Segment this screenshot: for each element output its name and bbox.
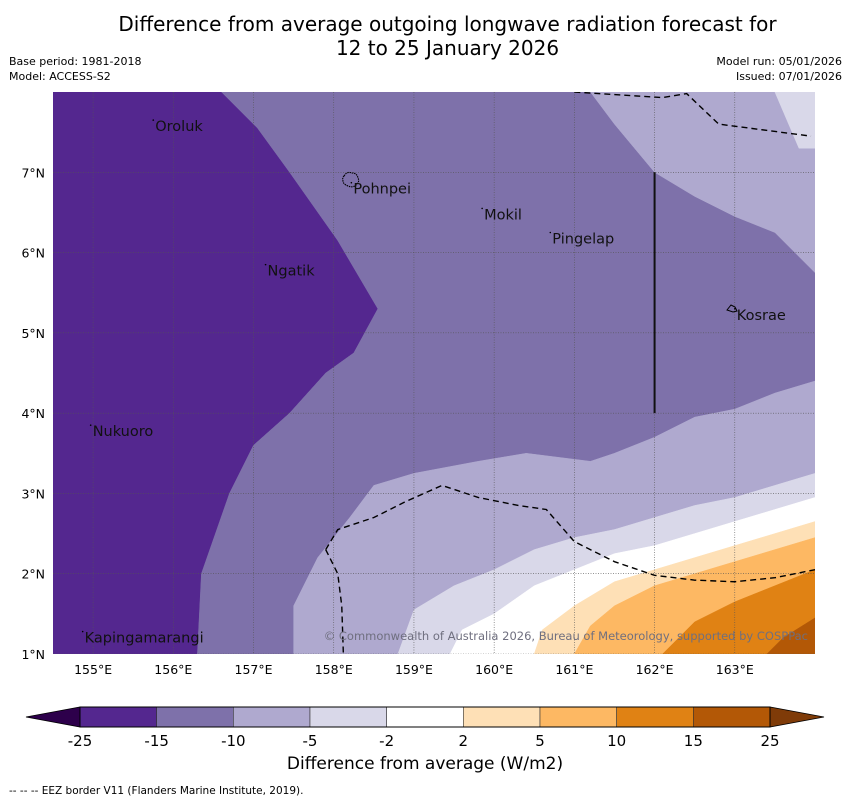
lon-tick-label: 156°E	[154, 662, 192, 677]
colorbar-bin	[79, 706, 157, 728]
eez-border-line	[325, 484, 815, 583]
kosrae-island-icon	[726, 304, 738, 313]
pohnpei-island-icon	[342, 171, 360, 188]
place-nukuoro: Nukuoro	[89, 424, 154, 440]
colorbar-tick-label: -5	[303, 732, 318, 750]
lon-tick-label: 161°E	[555, 662, 593, 677]
colorbar-extend-min	[25, 706, 81, 728]
colorbar-bin	[463, 706, 541, 728]
lon-tick-label: 158°E	[315, 662, 353, 677]
eez-border-line	[574, 92, 812, 137]
place-label: Kosrae	[737, 308, 786, 324]
lon-tick-label: 157°E	[235, 662, 273, 677]
contour-band-10	[766, 617, 815, 654]
place-marker-icon	[264, 263, 267, 266]
lat-tick-label: 6°N	[21, 246, 45, 261]
contour-band-4	[774, 92, 815, 149]
colorbar: -25 -15 -10 -5 -2 2 5 10 15 25	[25, 706, 825, 750]
colorbar-bin	[156, 706, 234, 728]
place-ngatik: Ngatik	[264, 263, 316, 280]
lon-tick-label: 162°E	[636, 662, 674, 677]
gridlines	[53, 92, 815, 654]
place-oroluk: Oroluk	[152, 119, 203, 135]
axes: 155°E 156°E 157°E 158°E 159°E 160°E 161°E 162°E…	[21, 165, 753, 677]
place-label: Oroluk	[155, 119, 203, 135]
place-marker-icon	[549, 231, 552, 234]
colorbar-tick-label: -15	[144, 732, 169, 750]
model-run: Model run: 05/01/2026	[716, 55, 842, 68]
colorbar-tick-label: -2	[379, 732, 394, 750]
colorbar-extend-max	[769, 706, 825, 728]
colorbar-bin	[386, 706, 464, 728]
eez-footnote: -- -- -- EEZ border V11 (Flanders Marine…	[9, 785, 304, 797]
lat-tick-label: 2°N	[21, 567, 45, 582]
place-label: Pohnpei	[353, 182, 411, 198]
colorbar-bin	[616, 706, 694, 728]
copyright-notice: © Commonwealth of Australia 2026, Bureau…	[324, 629, 808, 643]
lat-tick-label: 1°N	[21, 647, 45, 662]
lon-tick-label: 160°E	[475, 662, 513, 677]
place-marker-icon	[350, 181, 353, 184]
contour-layer	[53, 92, 815, 654]
colorbar-bin	[233, 706, 311, 728]
colorbar-label: Difference from average (W/m2)	[286, 754, 564, 774]
place-pingelap: Pingelap	[549, 231, 614, 248]
colorbar-tick-label: 5	[535, 732, 545, 750]
colorbar-tick-label: 10	[607, 732, 626, 750]
base-period: Base period: 1981-2018	[9, 55, 142, 68]
place-marker-icon	[89, 424, 92, 426]
lon-tick-label: 159°E	[395, 662, 433, 677]
islands	[342, 171, 738, 313]
meta-left: Base period: 1981-2018 Model: ACCESS-S2	[9, 54, 141, 84]
colorbar-tick-label: 2	[459, 732, 469, 750]
place-label: Pingelap	[552, 232, 614, 248]
colorbar-tick-label: 15	[684, 732, 703, 750]
lat-tick-label: 5°N	[21, 326, 45, 341]
colorbar-tick-label: -10	[221, 732, 246, 750]
lat-tick-label: 4°N	[21, 406, 45, 421]
colorbar-tick-label: 25	[760, 732, 779, 750]
issued-date: Issued: 07/01/2026	[735, 70, 842, 83]
lon-tick-label: 155°E	[74, 662, 112, 677]
place-label: Ngatik	[268, 264, 316, 280]
place-label: Mokil	[484, 207, 522, 223]
colorbar-tick-label: -25	[68, 732, 93, 750]
colorbar-outline	[79, 706, 771, 728]
eez-borders	[325, 92, 815, 654]
lat-tick-label: 7°N	[21, 165, 45, 180]
place-label: Nukuoro	[93, 424, 154, 440]
place-labels: Oroluk Pohnpei Mokil Pingelap Ngatik Kosrae Nu…	[81, 119, 786, 647]
meta-right: Model run: 05/01/2026 Issued: 07/01/2026	[716, 54, 842, 84]
colorbar-bin	[309, 706, 387, 728]
lon-tick-label: 163°E	[716, 662, 754, 677]
title-line-2: 12 to 25 January 2026	[335, 36, 560, 60]
place-kosrae: Kosrae	[733, 307, 786, 324]
model-name: Model: ACCESS-S2	[9, 70, 111, 83]
place-kapingamarangi: Kapingamarangi	[81, 630, 204, 647]
colorbar-bin	[539, 706, 617, 728]
place-mokil: Mokil	[481, 207, 522, 223]
colorbar-bin	[693, 706, 771, 728]
place-marker-icon	[733, 307, 736, 310]
place-label: Kapingamarangi	[85, 631, 204, 647]
place-marker-icon	[152, 119, 155, 121]
map-title: Difference from average outgoing longwav…	[0, 12, 850, 60]
lat-tick-label: 3°N	[21, 486, 45, 501]
place-pohnpei: Pohnpei	[350, 181, 411, 198]
eez-border-line	[325, 549, 345, 654]
place-marker-icon	[481, 207, 483, 210]
title-line-1: Difference from average outgoing longwav…	[118, 12, 777, 36]
place-marker-icon	[81, 630, 84, 633]
